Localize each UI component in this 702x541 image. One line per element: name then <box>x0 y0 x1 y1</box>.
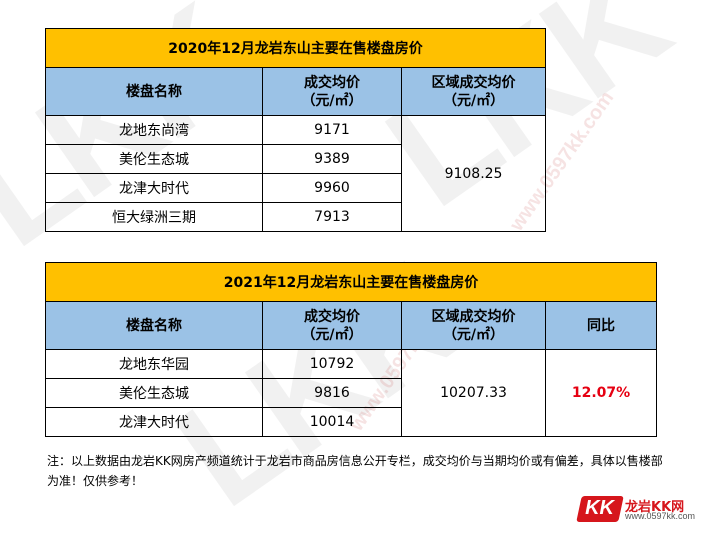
header-label: 区域成交均价 <box>431 74 516 91</box>
table-row: 龙地东华园 10792 10207.33 12.07% <box>45 349 658 437</box>
avg-price: 10792 <box>262 349 402 379</box>
avg-price: 7913 <box>262 202 402 232</box>
logo-mark: KK <box>585 497 614 519</box>
project-name: 龙津大时代 <box>45 407 263 437</box>
column-header-avg-price: 成交均价 （元/㎡） <box>262 301 402 350</box>
header-label: 成交均价 <box>304 308 360 325</box>
avg-price: 9389 <box>262 144 402 174</box>
header-label: 区域成交均价 <box>431 308 516 325</box>
kk-logo-icon: KK <box>576 496 624 522</box>
column-header-region-avg: 区域成交均价 （元/㎡） <box>401 301 546 350</box>
avg-price: 9171 <box>262 115 402 145</box>
header-label: 成交均价 <box>304 74 360 91</box>
project-name: 龙地东尚湾 <box>45 115 263 145</box>
project-name: 龙地东华园 <box>45 349 263 379</box>
table-row: 龙地东尚湾 9171 9108.25 <box>45 115 547 232</box>
table-row: 美伦生态城 9816 <box>45 378 657 408</box>
table-row: 龙津大时代 10014 <box>45 407 657 437</box>
table-title: 2020年12月龙岩东山主要在售楼盘房价 <box>44 28 547 68</box>
region-avg-price: 10207.33 <box>401 349 546 437</box>
project-name: 恒大绿洲三期 <box>45 202 263 232</box>
column-header-name: 楼盘名称 <box>45 67 263 116</box>
column-header-avg-price: 成交均价 （元/㎡） <box>262 67 402 116</box>
column-header-yoy: 同比 <box>544 301 658 350</box>
avg-price: 9816 <box>262 378 402 408</box>
avg-price: 10014 <box>262 407 402 437</box>
yoy-growth: 12.07% <box>544 349 658 437</box>
brand-logo: KK 龙岩KK网 www.0597kk.com <box>576 496 697 522</box>
footnote: 注：以上数据由龙岩KK网房产频道统计于龙岩市商品房信息公开专栏，成交均价与当期均… <box>47 454 663 488</box>
project-name: 美伦生态城 <box>45 378 263 408</box>
project-name: 龙津大时代 <box>45 173 263 203</box>
region-avg-price: 9108.25 <box>400 115 547 232</box>
header-unit: （元/㎡） <box>301 326 363 343</box>
column-header-name: 楼盘名称 <box>45 301 263 350</box>
header-unit: （元/㎡） <box>442 326 505 343</box>
logo-name: 龙岩KK网 <box>625 500 685 515</box>
table-row: 恒大绿洲三期 7913 <box>45 202 546 232</box>
table-row: 龙津大时代 9960 <box>45 173 546 203</box>
project-name: 美伦生态城 <box>45 144 263 174</box>
header-unit: （元/㎡） <box>442 92 505 109</box>
price-table-2021: 2021年12月龙岩东山主要在售楼盘房价 楼盘名称 成交均价 （元/㎡） 区域成… <box>44 262 658 437</box>
logo-url: www.0597kk.com <box>625 511 696 521</box>
avg-price: 9960 <box>262 173 402 203</box>
table-title: 2021年12月龙岩东山主要在售楼盘房价 <box>44 262 658 302</box>
table-row: 美伦生态城 9389 <box>45 144 546 174</box>
header-unit: （元/㎡） <box>301 92 363 109</box>
column-header-region-avg: 区域成交均价 （元/㎡） <box>400 67 547 116</box>
price-table-2020: 2020年12月龙岩东山主要在售楼盘房价 楼盘名称 成交均价 （元/㎡） 区域成… <box>44 28 547 232</box>
